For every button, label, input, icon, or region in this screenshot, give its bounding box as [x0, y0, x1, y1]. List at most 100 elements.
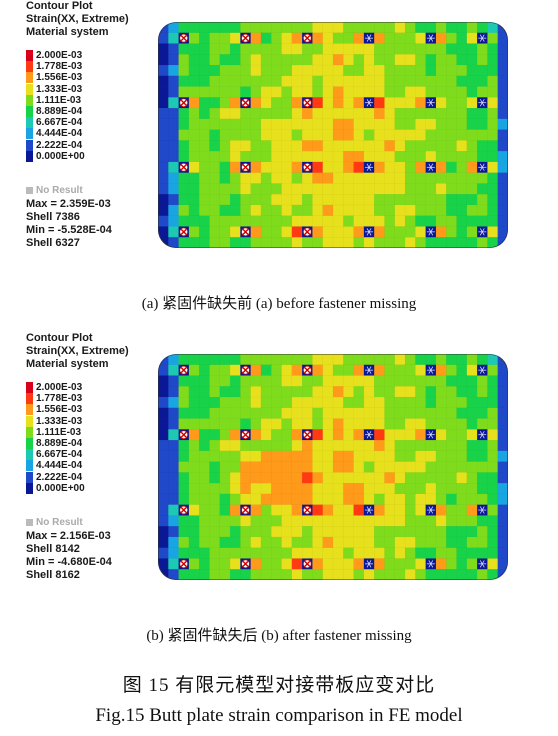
- fe-element: [404, 407, 416, 420]
- fe-element: [260, 536, 272, 549]
- fe-element: [435, 54, 447, 66]
- fe-element: [332, 161, 344, 174]
- fe-element: [374, 118, 385, 131]
- fe-element: [158, 64, 169, 77]
- fe-element: [168, 526, 180, 538]
- fe-element: [209, 504, 221, 516]
- fe-element: [322, 75, 334, 88]
- fe-element: [404, 396, 416, 409]
- fe-element: [229, 226, 241, 238]
- fe-element: [353, 54, 365, 66]
- fe-element: [456, 215, 468, 227]
- fastener-spoke: [368, 366, 372, 371]
- fe-element: [219, 226, 231, 238]
- fe-element: [332, 194, 344, 206]
- fastener-spoke: [430, 102, 434, 107]
- fe-element: [363, 493, 375, 506]
- fastener-spoke: [428, 509, 432, 514]
- fe-element: [435, 64, 447, 77]
- fe-element: [487, 75, 499, 88]
- fe-element: [229, 536, 241, 549]
- fe-element: [219, 150, 231, 163]
- fe-element: [301, 472, 313, 484]
- fe-element: [229, 161, 241, 174]
- scale-label: 1.333E-03: [36, 415, 83, 427]
- fe-element: [209, 161, 221, 174]
- fe-element: [446, 547, 457, 559]
- fe-element: [374, 54, 385, 66]
- fastener-spoke: [479, 163, 483, 168]
- fe-element: [487, 569, 499, 580]
- fe-element: [487, 375, 499, 387]
- fe-element: [353, 547, 365, 559]
- fe-element: [435, 172, 447, 184]
- fe-element: [374, 172, 385, 184]
- fe-element: [250, 129, 262, 141]
- fastener-spoke: [428, 163, 432, 168]
- fe-element: [435, 107, 447, 120]
- fe-element: [250, 558, 262, 570]
- fe-element: [312, 86, 324, 98]
- fe-element: [497, 215, 508, 227]
- fe-element: [178, 43, 190, 55]
- fe-element: [260, 375, 272, 387]
- fe-element: [281, 547, 293, 559]
- fe-element: [476, 183, 488, 195]
- fastener-spoke: [428, 560, 432, 565]
- fe-element: [250, 64, 262, 77]
- fastener-spoke: [430, 366, 434, 371]
- fe-element: [466, 226, 478, 238]
- fe-element: [178, 237, 190, 248]
- fe-element: [343, 54, 355, 66]
- fe-element: [250, 226, 262, 238]
- fe-element: [415, 172, 427, 184]
- fe-element: [312, 504, 324, 516]
- fastener-cross-icon: [242, 367, 249, 374]
- fe-element: [188, 418, 200, 430]
- fe-element: [219, 396, 231, 409]
- fe-element: [497, 354, 508, 366]
- fe-element: [456, 386, 468, 398]
- fe-element: [415, 396, 427, 409]
- fe-element: [209, 407, 221, 420]
- fe-element: [291, 118, 303, 131]
- fe-element: [456, 472, 468, 484]
- panel-a: Contour Plot Strain(XX, Extreme) Materia…: [0, 0, 558, 312]
- fe-element: [384, 183, 396, 195]
- fe-element: [168, 429, 180, 441]
- fe-element: [209, 354, 221, 366]
- fe-element: [291, 64, 303, 77]
- fe-element: [301, 129, 313, 141]
- fe-element: [466, 22, 478, 34]
- fe-element: [343, 407, 355, 420]
- fe-element: [312, 526, 324, 538]
- fe-element: [404, 558, 416, 570]
- fe-element: [271, 161, 282, 174]
- fe-element: [456, 407, 468, 420]
- fastener-cross-icon: [242, 507, 249, 514]
- fe-element: [384, 32, 396, 44]
- fe-element: [312, 194, 324, 206]
- fe-element: [384, 558, 396, 570]
- fe-element: [199, 396, 210, 409]
- fe-element: [158, 396, 169, 409]
- scale-label: 2.000E-03: [36, 50, 83, 61]
- fe-element: [476, 536, 488, 549]
- fe-element: [394, 215, 406, 227]
- fe-element: [435, 75, 447, 88]
- fe-element: [394, 386, 406, 398]
- fe-element: [291, 129, 303, 141]
- fe-element: [260, 407, 272, 420]
- fe-element: [281, 86, 293, 98]
- fe-element: [415, 150, 427, 163]
- fe-element: [466, 526, 478, 538]
- fe-element: [446, 396, 457, 409]
- fe-element: [209, 226, 221, 238]
- fastener-spoke: [430, 228, 434, 233]
- fe-element: [374, 64, 385, 77]
- fe-element: [374, 407, 385, 420]
- fe-element: [435, 204, 447, 217]
- fastener-spoke: [481, 99, 485, 103]
- fe-element: [209, 364, 221, 376]
- fe-element: [281, 226, 293, 238]
